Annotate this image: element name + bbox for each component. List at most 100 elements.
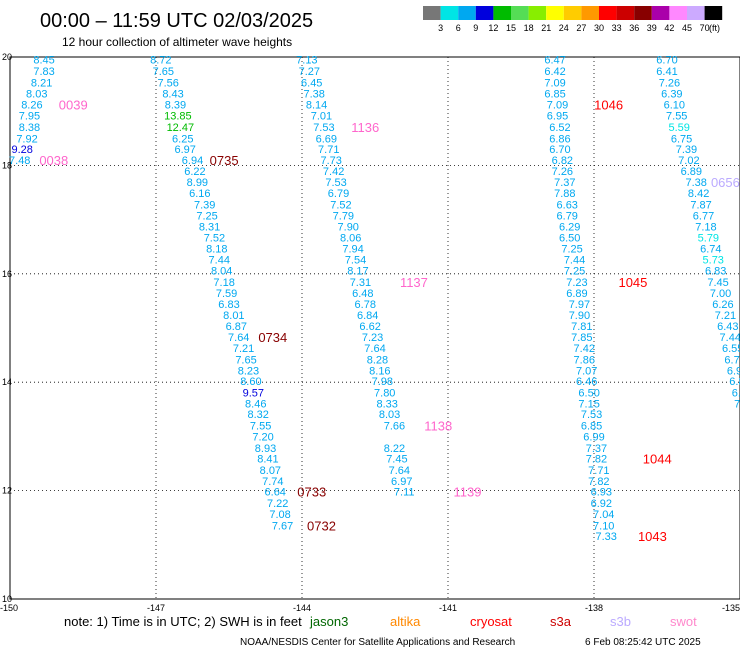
wave-height-value: 6.86 xyxy=(549,133,570,145)
chart-subtitle: 12 hour collection of altimeter wave hei… xyxy=(62,35,292,49)
wave-height-value: 7.88 xyxy=(554,188,575,200)
wave-height-value: 7.67 xyxy=(272,520,293,532)
wave-height-value: 6.25 xyxy=(172,133,193,145)
wave-height-value: 8.01 xyxy=(223,310,244,322)
wave-height-value: 6.16 xyxy=(189,188,210,200)
grid xyxy=(9,56,740,600)
wave-height-value: 7.18 xyxy=(213,277,234,289)
pass-time-label: 0734 xyxy=(258,330,287,345)
wave-height-value: 7.94 xyxy=(342,243,363,255)
wave-height-value: 6.46 xyxy=(576,376,597,388)
wave-height-value: 7.26 xyxy=(552,166,573,178)
wave-height-value: 7.38 xyxy=(303,88,324,100)
wave-height-value: 7.83 xyxy=(33,66,54,78)
wave-height-value: 7.85 xyxy=(571,332,592,344)
wave-height-value: 7.53 xyxy=(581,409,602,421)
wave-height-value: 6.87 xyxy=(226,321,247,333)
legend-tick-label: 6 xyxy=(456,23,461,33)
x-tick-label: -150 xyxy=(0,603,18,613)
wave-height-value: 7.44 xyxy=(720,332,740,344)
wave-height-value: 6.47 xyxy=(544,55,565,67)
wave-height-value: 12.47 xyxy=(167,122,195,134)
wave-height-value: 8.33 xyxy=(376,398,397,410)
wave-height-value: 7.22 xyxy=(267,498,288,510)
wave-height-value: 8.46 xyxy=(245,398,266,410)
color-legend: 3 6 9 12 15 18 21 24 27 30 33 36 39 42 45 70 xyxy=(423,6,723,33)
legend-swatch xyxy=(546,6,564,20)
wave-height-value: 6.89 xyxy=(681,166,702,178)
wave-height-value: 7.23 xyxy=(566,277,587,289)
wave-height-value: 9.28 xyxy=(11,144,32,156)
wave-height-value: 6.94 xyxy=(727,365,740,377)
wave-height-value: 8.22 xyxy=(384,443,405,455)
y-tick-label: 16 xyxy=(2,269,12,279)
wave-height-value: 8.23 xyxy=(238,365,259,377)
wave-height-value: 7.25 xyxy=(196,210,217,222)
wave-height-value: 7.80 xyxy=(374,387,395,399)
legend-swatch xyxy=(511,6,529,20)
wave-height-value: 6.48 xyxy=(732,387,740,399)
wave-height-value: 6.70 xyxy=(656,55,677,67)
wave-height-value: 7.25 xyxy=(564,266,585,278)
wave-height-value: 7.86 xyxy=(574,354,595,366)
wave-height-value: 7.25 xyxy=(561,243,582,255)
wave-height-value: 8.45 xyxy=(33,55,54,67)
wave-height-value: 8.39 xyxy=(165,100,186,112)
legend-tick-label: 30 xyxy=(594,23,604,33)
wave-height-value: 13.85 xyxy=(164,111,192,123)
legend-swatch xyxy=(440,6,459,20)
wave-height-value: 6.89 xyxy=(566,288,587,300)
wave-height-value: 8.17 xyxy=(347,266,368,278)
wave-height-value: 8.07 xyxy=(260,465,281,477)
wave-height-value: 6.85 xyxy=(581,421,602,433)
pass-time-label: 0038 xyxy=(39,153,68,168)
x-tick-label: -138 xyxy=(585,603,603,613)
data-points: 8.457.838.218.038.267.958.387.929.287.48… xyxy=(9,55,740,543)
wave-height-value: 6.48 xyxy=(352,288,373,300)
wave-height-value: 6.94 xyxy=(182,155,203,167)
wave-height-value: 7.07 xyxy=(576,365,597,377)
pass-time-label: 0735 xyxy=(210,153,239,168)
wave-height-value: 7.02 xyxy=(678,155,699,167)
wave-height-value: 8.32 xyxy=(247,409,268,421)
wave-height-value: 8.04 xyxy=(211,266,232,278)
wave-height-value: 7.31 xyxy=(350,277,371,289)
wave-height-value: 7.79 xyxy=(333,210,354,222)
x-tick-label: -147 xyxy=(147,603,165,613)
wave-height-value: 7.33 xyxy=(595,531,616,543)
legend-swatch xyxy=(563,6,582,20)
wave-height-value: 8.26 xyxy=(21,100,42,112)
wave-height-value: 8.06 xyxy=(340,232,361,244)
wave-height-value: 6.26 xyxy=(712,299,733,311)
wave-height-value: 8.41 xyxy=(257,454,278,466)
legend-swatch xyxy=(493,6,511,20)
pass-time-label: 1137 xyxy=(400,275,428,290)
wave-height-value: 7.00 xyxy=(710,288,731,300)
y-tick-label: 20 xyxy=(2,52,12,62)
wave-height-value: 6.79 xyxy=(557,210,578,222)
wave-height-value: 6.42 xyxy=(544,66,565,78)
wave-height-value: 6.74 xyxy=(700,243,721,255)
wave-height-value: 7.65 xyxy=(235,354,256,366)
wave-height-value: 7.48 xyxy=(9,155,30,167)
wave-height-value: 7.74 xyxy=(262,476,283,488)
wave-height-value: 8.42 xyxy=(688,188,709,200)
wave-height-value: 7.66 xyxy=(384,421,405,433)
pass-time-label: 1136 xyxy=(351,120,379,135)
pass-time-label: 1139 xyxy=(453,485,481,500)
wave-height-value: 5.79 xyxy=(698,232,719,244)
credit: NOAA/NESDIS Center for Satellite Applica… xyxy=(240,637,515,648)
wave-height-value: 7.97 xyxy=(569,299,590,311)
wave-height-value: 7.81 xyxy=(571,321,592,333)
wave-height-value: 7.23 xyxy=(362,332,383,344)
legend-tick-label: 36 xyxy=(629,23,639,33)
wave-height-value: 6.64 xyxy=(265,487,286,499)
wave-height-value: 8.99 xyxy=(187,177,208,189)
y-tick-label: 10 xyxy=(2,594,12,604)
wave-height-value: 7.64 xyxy=(228,332,249,344)
wave-height-value: 7.39 xyxy=(676,144,697,156)
wave-height-value: 7.42 xyxy=(574,343,595,355)
wave-height-value: 7.55 xyxy=(250,421,271,433)
wave-height-value: 6.78 xyxy=(355,299,376,311)
wave-height-value: 9.57 xyxy=(243,387,264,399)
